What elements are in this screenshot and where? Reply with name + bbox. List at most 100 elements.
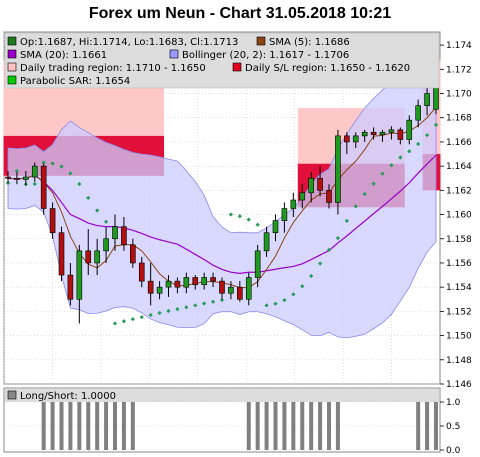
legend-label-sma20: SMA (20): 1.1661 bbox=[20, 50, 107, 61]
legend-label-ls: Long/Short: 1.0000 bbox=[20, 391, 116, 402]
candle-body bbox=[23, 176, 29, 180]
legend-swatch-sma20 bbox=[7, 49, 17, 59]
sar-dot bbox=[130, 317, 135, 322]
legend-label-daily: Daily trading region: 1.1710 - 1.1650 bbox=[20, 63, 206, 74]
y-tick-label: 1.150 bbox=[446, 332, 472, 342]
long-short-bar bbox=[104, 402, 109, 450]
legend-swatch-daily bbox=[7, 62, 17, 72]
sar-dot bbox=[264, 303, 269, 308]
sar-dot bbox=[139, 314, 144, 320]
sar-dot bbox=[95, 208, 100, 213]
sub-legend-box bbox=[5, 389, 439, 402]
candle-body bbox=[147, 280, 154, 294]
candle-body bbox=[183, 277, 190, 288]
candle-body bbox=[361, 131, 368, 137]
candle-body bbox=[415, 105, 421, 121]
long-short-bar bbox=[300, 402, 305, 450]
sar-dot bbox=[157, 310, 162, 316]
candle-body bbox=[272, 220, 279, 234]
sar-dot bbox=[237, 214, 242, 219]
candle-body bbox=[192, 277, 199, 286]
sar-dot bbox=[255, 222, 260, 227]
candle-body bbox=[112, 226, 118, 240]
long-short-bar bbox=[130, 402, 135, 450]
long-short-bar bbox=[41, 402, 46, 450]
sar-dot bbox=[41, 160, 46, 165]
long-short-bar bbox=[59, 402, 64, 450]
legend-label-boll: Bollinger (20, 2): 1.1617 - 1.1706 bbox=[182, 50, 349, 61]
legend-label-sma5: SMA (5): 1.1686 bbox=[269, 37, 350, 48]
y-tick-label: 1.168 bbox=[446, 114, 472, 124]
sub-y-tick-label: 1.0 bbox=[446, 398, 461, 408]
sar-dot bbox=[380, 171, 385, 176]
candle-body bbox=[67, 274, 74, 300]
sma20-line bbox=[7, 154, 437, 274]
long-short-bar bbox=[50, 402, 55, 450]
legend-swatch-ls bbox=[7, 390, 17, 400]
long-short-bar bbox=[86, 402, 91, 450]
long-short-bar bbox=[121, 402, 126, 450]
candle-body bbox=[406, 119, 413, 140]
sar-dot bbox=[50, 161, 55, 166]
long-short-bar bbox=[255, 402, 260, 450]
candle-body bbox=[308, 177, 314, 194]
candle-body bbox=[228, 286, 234, 294]
long-short-bar bbox=[434, 402, 438, 450]
candle-body bbox=[130, 244, 136, 264]
sar-dot bbox=[424, 133, 430, 138]
legend-label-ohlc: Op:1.1687, Hi:1.1714, Lo:1.1683, Cl:1.17… bbox=[20, 37, 238, 48]
long-short-bar bbox=[416, 402, 421, 450]
candle-body bbox=[219, 280, 225, 294]
y-tick-label: 1.146 bbox=[446, 380, 472, 390]
sar-dot bbox=[148, 312, 153, 318]
long-short-bars bbox=[41, 402, 438, 450]
sar-dot bbox=[77, 181, 82, 187]
long-short-bar bbox=[77, 402, 82, 450]
sar-dot bbox=[389, 163, 394, 168]
sar-dot bbox=[68, 171, 73, 176]
y-tick-label: 1.162 bbox=[446, 186, 472, 196]
y-tick-label: 1.160 bbox=[446, 211, 472, 221]
candle-body bbox=[40, 165, 47, 209]
long-short-bar bbox=[318, 402, 323, 450]
y-axis: 1.146 1.148 1.150 1.152 1.154 1.156 1.158 1.160… bbox=[440, 41, 472, 390]
candle-body bbox=[121, 226, 127, 246]
candle-body bbox=[388, 129, 395, 133]
candle-body bbox=[335, 135, 341, 203]
sar-dot bbox=[273, 301, 278, 306]
sar-dot bbox=[175, 306, 180, 312]
long-short-bar bbox=[95, 402, 100, 450]
y-tick-label: 1.148 bbox=[446, 356, 472, 366]
candle-body bbox=[5, 176, 11, 179]
long-short-bar bbox=[425, 402, 430, 450]
sub-y-axis: 0.0 0.5 1.0 bbox=[440, 398, 461, 456]
candlesticks bbox=[5, 76, 439, 324]
legend-swatch-sma5 bbox=[256, 36, 266, 46]
candle-body bbox=[210, 277, 216, 282]
sar-dot bbox=[291, 292, 296, 297]
long-short-bar bbox=[68, 402, 73, 450]
candle-body bbox=[254, 250, 261, 278]
sar-dot bbox=[219, 297, 225, 303]
sar-dot bbox=[344, 218, 349, 223]
legend-swatch-boll bbox=[169, 49, 179, 59]
candle-body bbox=[326, 190, 332, 203]
candle-body bbox=[424, 93, 430, 106]
sar-dot bbox=[353, 204, 358, 209]
sar-dot bbox=[210, 299, 216, 304]
long-short-bar bbox=[335, 402, 340, 450]
sar-dot bbox=[166, 308, 171, 314]
candle-body bbox=[14, 177, 20, 180]
candle-body bbox=[290, 199, 297, 209]
candle-body bbox=[103, 238, 109, 252]
candle-body bbox=[317, 177, 323, 191]
candle-body bbox=[299, 192, 306, 201]
sar-dot bbox=[184, 305, 189, 310]
candle-body bbox=[263, 232, 270, 252]
candle-body bbox=[174, 280, 181, 288]
long-short-bar bbox=[309, 402, 314, 450]
sar-dot bbox=[300, 284, 305, 289]
y-tick-label: 1.172 bbox=[446, 65, 472, 75]
sar-dot bbox=[371, 181, 376, 186]
long-short-bar bbox=[273, 402, 278, 450]
